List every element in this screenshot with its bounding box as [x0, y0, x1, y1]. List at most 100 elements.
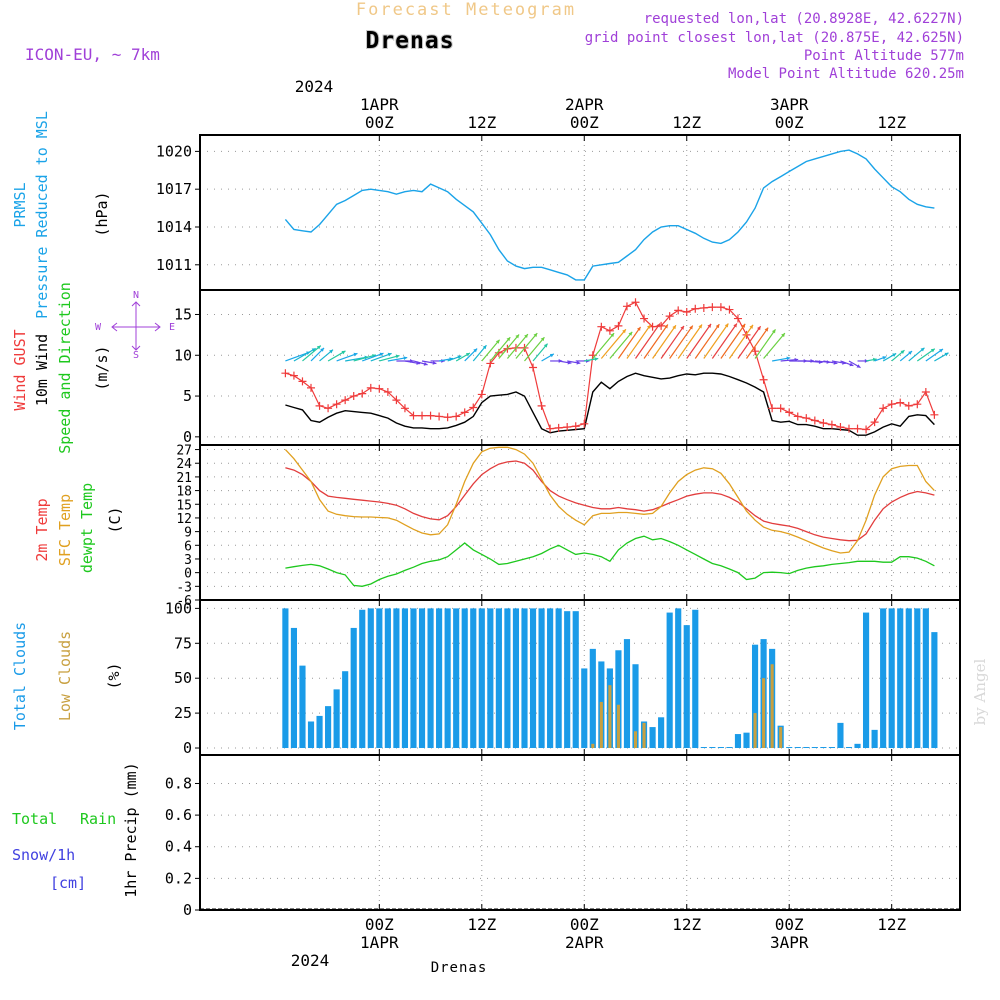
gust-marker [614, 321, 623, 330]
low-cloud-bar [642, 722, 646, 749]
total-cloud-bar [581, 668, 588, 749]
ytick-label: 75 [174, 634, 192, 652]
gust-marker [622, 302, 631, 311]
total-cloud-bar [401, 608, 409, 749]
ytick-label: 0 [184, 567, 192, 582]
ytick-label: 0 [183, 901, 192, 919]
wind-arrow [728, 324, 754, 359]
wind-arrow-head [515, 334, 520, 339]
total-cloud-bar [786, 747, 793, 749]
wind-panel: 0 5 10 15 [174, 289, 961, 446]
wind-arrow [635, 323, 661, 359]
wind-arrow-head [495, 339, 500, 344]
wind-arrow [609, 331, 633, 359]
wind-arrow [524, 336, 545, 362]
wind-arrow-head [733, 323, 737, 328]
ytick-label: 1011 [156, 256, 192, 274]
wind-label: 10m Wind [33, 334, 51, 406]
wind-arrow-head [882, 356, 887, 360]
total-cloud-bar [615, 650, 622, 749]
wind-arrow-head [353, 352, 358, 357]
total-cloud-bar [803, 747, 810, 749]
gust-marker [563, 423, 572, 432]
wind-arrow-head [786, 356, 791, 361]
total-cloud-bar [521, 608, 528, 749]
gust-marker [699, 303, 708, 312]
pressure-label-1: PRMSL [11, 182, 29, 227]
total-cloud-bar [504, 608, 511, 749]
ytick-label: 25 [174, 704, 192, 722]
ytick-label: 27 [176, 444, 192, 459]
low-cloud-bar [770, 664, 774, 749]
gust-marker [571, 422, 580, 431]
wind-speed-line [285, 372, 935, 436]
wind-arrow-head [707, 323, 712, 328]
gust-marker [597, 322, 606, 331]
wind-arrow [703, 323, 729, 359]
bottom-date-label: 2APR [565, 933, 604, 952]
wind-arrow [694, 323, 720, 359]
temp-sfc-line [284, 446, 935, 554]
wind-arrow [617, 326, 642, 359]
ytick-label: 0.2 [165, 869, 192, 887]
wind-arrow [626, 324, 652, 359]
wind-arrow-head [636, 326, 641, 331]
low-cloud-bar [753, 713, 757, 749]
gust-marker [469, 403, 478, 412]
low-cloud-bar [633, 731, 638, 749]
gust-marker [793, 412, 802, 421]
total-cloud-bar [623, 639, 631, 749]
gust-marker [452, 412, 461, 421]
total-clouds-label: Total Clouds [11, 622, 29, 730]
gust-marker [375, 384, 384, 393]
compass-e: E [169, 322, 175, 333]
gust-marker [435, 412, 444, 421]
total-cloud-bar [453, 608, 460, 749]
clouds-panel: 0 25 50 75 100 [165, 599, 961, 757]
footer-location: Drenas [431, 960, 488, 976]
wind-arrow-head [741, 323, 746, 328]
gust-marker [682, 308, 691, 317]
gust-marker [392, 396, 401, 405]
gust-marker [802, 414, 811, 423]
total-cloud-bar [632, 664, 639, 749]
total-cloud-bar [393, 608, 400, 749]
ytick-label: 0 [183, 739, 192, 757]
total-cloud-bar [564, 611, 571, 749]
wind-arrow-head [771, 329, 776, 334]
total-cloud-bar [717, 747, 724, 749]
total-cloud-bar [794, 747, 801, 749]
wind-arrow-head [540, 337, 545, 342]
watermark: by Angel [971, 658, 989, 725]
wind-arrow-head [329, 349, 334, 354]
top-tick-label: 00Z [775, 113, 804, 132]
total-cloud-bar [529, 608, 537, 749]
pressure-line [284, 149, 935, 281]
snow-label: Snow/1h [12, 846, 75, 864]
total-cloud-bar [820, 747, 827, 749]
wind-arrow [362, 352, 384, 362]
ytick-label: 6 [184, 539, 192, 554]
wind-arrow [498, 334, 520, 359]
dewpt-label: dewpt Temp [78, 483, 96, 573]
compass-n: N [133, 290, 139, 301]
total-cloud-bar [905, 608, 912, 749]
wind-arrow [660, 325, 685, 359]
gust-marker [716, 303, 725, 312]
wind-arrow-head [403, 356, 408, 361]
total-cloud-bar [675, 608, 682, 749]
dewpoint-line [285, 535, 935, 587]
low-cloud-bar [591, 743, 595, 749]
wind-arrow-head [664, 324, 668, 329]
gust-marker [460, 408, 469, 417]
wind-arrow [746, 327, 769, 359]
wind-arrow-head [698, 324, 703, 329]
total-cloud-bar [666, 612, 673, 749]
wind-arrow-head [680, 325, 684, 330]
total-cloud-bar [316, 715, 323, 749]
wind-arrow [481, 339, 501, 362]
total-cloud-bar [555, 608, 562, 749]
wind-arrow [600, 328, 627, 359]
wind-arrow-head [576, 360, 581, 365]
